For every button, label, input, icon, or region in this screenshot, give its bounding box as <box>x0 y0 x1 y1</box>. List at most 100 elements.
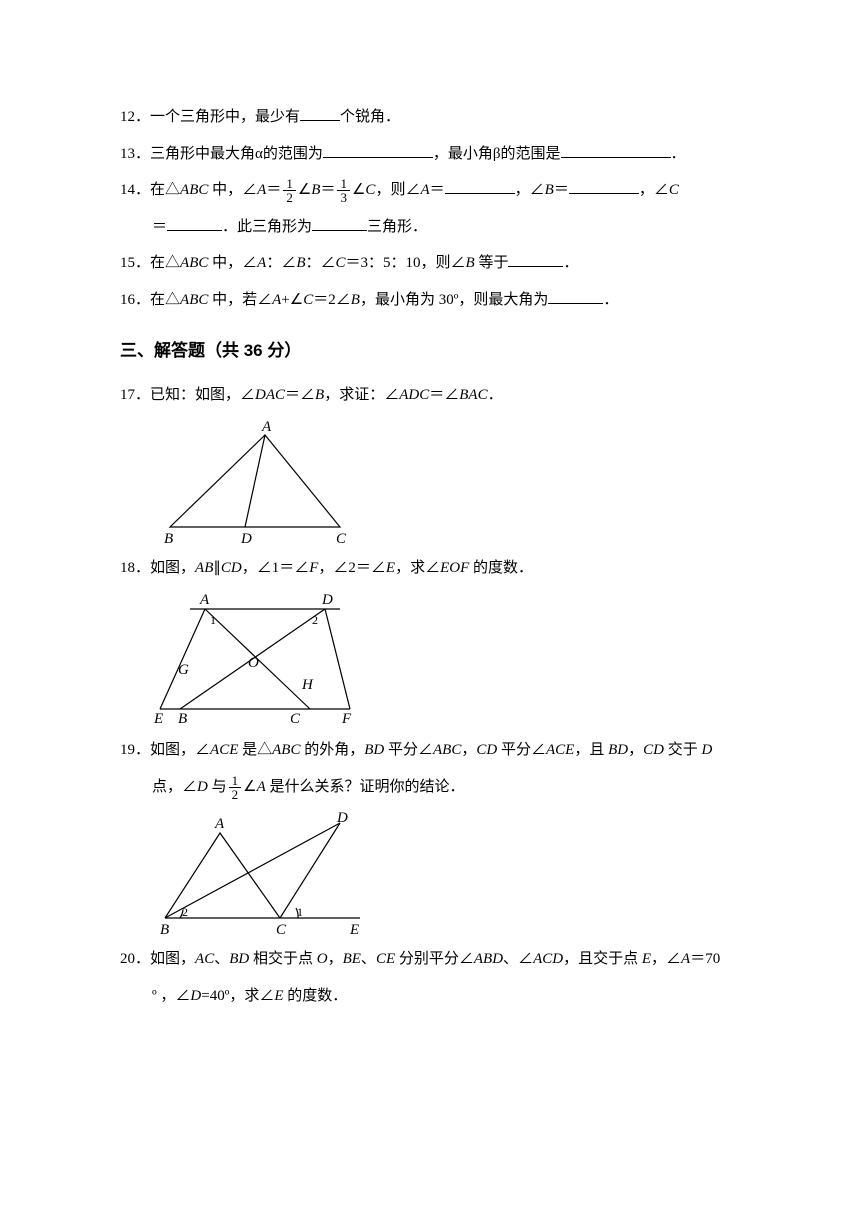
ABD: ABD <box>474 951 503 967</box>
t: ＝ <box>266 182 281 198</box>
BD: BD <box>364 742 384 758</box>
B: B <box>466 255 475 271</box>
t: ＝ <box>320 182 335 198</box>
O: O <box>317 951 328 967</box>
E: E <box>642 951 651 967</box>
t: 如图，∠ <box>150 742 210 758</box>
t: 分别平分∠ <box>395 951 474 967</box>
question-14: 14．在△ABC 中，∠A＝12∠B＝13∠C，则∠A＝，∠B＝，∠C <box>120 173 740 208</box>
B: B <box>545 182 554 198</box>
t: ＝ <box>554 182 569 198</box>
question-18: 18．如图，AB∥CD，∠1＝∠F，∠2＝∠E，求∠EOF 的度数． <box>120 551 740 586</box>
label-1: 1 <box>210 613 216 627</box>
AB: AB <box>195 560 213 576</box>
blank <box>323 143 433 158</box>
ABC: ABC <box>272 742 300 758</box>
t: ， <box>461 742 476 758</box>
q12-text2: 个锐角． <box>340 109 400 125</box>
q13-num: 13． <box>120 146 150 162</box>
q15-num: 15． <box>120 255 150 271</box>
label-B: B <box>178 711 187 727</box>
CE: CE <box>376 951 395 967</box>
blank <box>300 106 340 121</box>
t: ，∠ <box>515 182 545 198</box>
label-C: C <box>276 922 287 938</box>
EOF: EOF <box>440 560 469 576</box>
question-12: 12．一个三角形中，最少有 个锐角． <box>120 100 740 135</box>
blank <box>569 179 639 194</box>
figure-18: A D 1 2 O G H E B C F <box>150 589 370 729</box>
label-E: E <box>153 711 163 727</box>
t: ＝70 <box>690 951 720 967</box>
t: 相交于点 <box>249 951 317 967</box>
C: C <box>336 255 346 271</box>
ACE: ACE <box>546 742 574 758</box>
B: B <box>296 255 305 271</box>
t: 中，∠ <box>208 182 257 198</box>
BD: BD <box>229 951 249 967</box>
t: =40º，求∠ <box>201 988 274 1004</box>
t: ， <box>628 742 643 758</box>
q19-num: 19． <box>120 742 150 758</box>
blank <box>548 289 603 304</box>
t: ． <box>603 292 618 308</box>
t: 与 <box>208 779 227 795</box>
label-C: C <box>336 531 347 547</box>
question-19: 19．如图，∠ACE 是△ABC 的外角，BD 平分∠ABC，CD 平分∠ACE… <box>120 733 740 768</box>
t: 中，若∠ <box>208 292 272 308</box>
F: F <box>309 560 318 576</box>
t: 已知：如图，∠ <box>150 387 255 403</box>
t: ＝3：5：10，则∠ <box>346 255 466 271</box>
q12-num: 12． <box>120 109 150 125</box>
label-D: D <box>321 592 333 608</box>
DAC: DAC <box>255 387 285 403</box>
t: 平分∠ <box>384 742 433 758</box>
label-B: B <box>160 922 169 938</box>
abc: ABC <box>180 292 208 308</box>
t: 在△ <box>150 255 180 271</box>
t: 如图， <box>150 560 195 576</box>
t: ＝∠ <box>429 387 459 403</box>
D: D <box>190 988 201 1004</box>
q13-text3: ． <box>671 146 686 162</box>
q12-text1: 一个三角形中，最少有 <box>150 109 300 125</box>
label-A: A <box>261 419 272 435</box>
t: ，且交于点 <box>563 951 642 967</box>
AC: AC <box>195 951 214 967</box>
label-O: O <box>248 655 259 671</box>
t: 在△ <box>150 182 180 198</box>
A: A <box>272 292 281 308</box>
blank <box>561 143 671 158</box>
t: ，∠1＝∠ <box>242 560 310 576</box>
blank <box>167 216 222 231</box>
C: C <box>365 182 375 198</box>
t: 平分∠ <box>497 742 546 758</box>
t: 三角形． <box>367 219 427 235</box>
C: C <box>669 182 679 198</box>
label-B: B <box>164 531 173 547</box>
t: 的度数． <box>284 988 348 1004</box>
label-H: H <box>301 677 314 693</box>
t: 在△ <box>150 292 180 308</box>
figure-17: A B D C <box>150 417 360 547</box>
t: ，∠ <box>651 951 681 967</box>
q20-num: 20． <box>120 951 150 967</box>
ACD: ACD <box>533 951 563 967</box>
t: 中，∠ <box>208 255 257 271</box>
BE: BE <box>343 951 361 967</box>
BD: BD <box>608 742 628 758</box>
t: ，求∠ <box>395 560 440 576</box>
t: 、 <box>361 951 376 967</box>
E: E <box>386 560 395 576</box>
t: 如图， <box>150 951 195 967</box>
abc: ABC <box>180 182 208 198</box>
t: º ，∠ <box>152 988 190 1004</box>
fraction-half: 12 <box>229 774 242 801</box>
blank <box>445 179 515 194</box>
BAC: BAC <box>459 387 487 403</box>
t: ，求证：∠ <box>324 387 399 403</box>
label-A: A <box>214 816 225 832</box>
label-G: G <box>178 662 189 678</box>
t: 点，∠ <box>152 779 197 795</box>
A: A <box>257 779 266 795</box>
